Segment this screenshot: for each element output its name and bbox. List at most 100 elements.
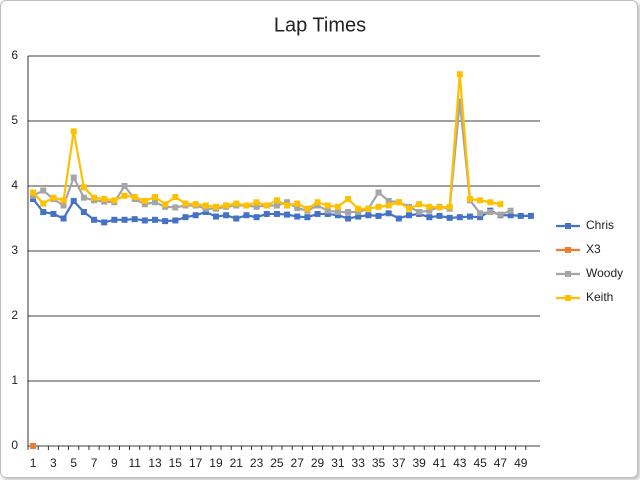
point-marker — [365, 205, 372, 212]
point-marker — [60, 197, 67, 204]
point-marker — [40, 209, 47, 215]
point-marker — [233, 200, 240, 207]
x-tick-label: 41 — [433, 456, 447, 470]
y-tick-label: 1 — [11, 373, 18, 387]
y-tick-label: 4 — [11, 178, 18, 192]
point-marker — [345, 215, 352, 222]
point-marker — [60, 202, 67, 209]
point-marker — [30, 189, 37, 196]
point-marker — [223, 202, 230, 209]
point-marker — [507, 207, 514, 214]
point-marker — [202, 205, 209, 212]
point-marker — [70, 128, 77, 135]
point-marker — [466, 213, 473, 220]
legend-marker — [565, 295, 571, 301]
point-marker — [80, 194, 87, 201]
point-marker — [284, 202, 291, 209]
legend-marker — [565, 223, 571, 229]
point-marker — [91, 216, 98, 223]
point-marker — [426, 207, 433, 214]
point-marker — [223, 212, 230, 219]
point-marker — [416, 201, 423, 208]
point-marker — [507, 212, 514, 219]
x-tick-label: 33 — [352, 456, 366, 470]
x-tick-label: 9 — [111, 456, 118, 470]
point-marker — [314, 210, 321, 217]
x-tick-label: 13 — [148, 456, 162, 470]
point-marker — [527, 212, 534, 219]
point-marker — [172, 194, 179, 201]
point-marker — [50, 210, 57, 217]
point-marker — [30, 192, 37, 199]
point-marker — [294, 213, 301, 220]
legend-marker — [565, 271, 571, 277]
point-marker — [426, 214, 433, 221]
legend-label: Woody — [586, 266, 623, 280]
x-tick-label: 17 — [189, 456, 203, 470]
point-marker — [334, 209, 341, 215]
point-marker — [141, 197, 148, 204]
point-marker — [517, 212, 524, 219]
y-tick-label: 3 — [11, 243, 18, 257]
legend-label: Keith — [586, 290, 613, 304]
point-marker — [192, 201, 199, 208]
point-marker — [487, 209, 494, 215]
x-tick-label: 39 — [412, 456, 426, 470]
legend-label: Chris — [586, 218, 614, 232]
point-marker — [355, 209, 362, 215]
point-marker — [406, 212, 412, 219]
point-marker — [182, 214, 189, 221]
point-marker — [294, 205, 301, 212]
point-marker — [355, 213, 362, 220]
point-marker — [212, 203, 219, 210]
point-marker — [121, 192, 128, 199]
point-marker — [192, 212, 199, 219]
x-tick-label: 23 — [250, 456, 264, 470]
x-tick-label: 37 — [392, 456, 406, 470]
point-marker — [446, 203, 453, 210]
point-marker — [172, 204, 179, 211]
x-tick-label: 31 — [331, 456, 345, 470]
point-marker — [487, 199, 494, 206]
x-tick-label: 11 — [128, 456, 141, 470]
point-marker — [141, 201, 148, 208]
point-marker — [446, 214, 453, 221]
point-marker — [80, 209, 87, 215]
point-marker — [141, 217, 148, 224]
point-marker — [162, 218, 169, 225]
point-marker — [182, 200, 189, 207]
x-tick-label: 45 — [473, 456, 487, 470]
x-tick-label: 19 — [209, 456, 223, 470]
point-marker — [375, 203, 382, 210]
point-marker — [243, 202, 250, 209]
point-marker — [375, 189, 382, 196]
point-marker — [101, 219, 108, 226]
point-marker — [304, 205, 311, 212]
point-marker — [111, 197, 118, 204]
point-marker — [294, 200, 301, 207]
point-marker — [334, 203, 341, 210]
point-marker — [334, 212, 341, 219]
point-marker — [263, 202, 270, 209]
point-marker — [263, 210, 270, 217]
x-tick-label: 35 — [372, 456, 386, 470]
point-marker — [284, 199, 291, 206]
point-marker — [314, 199, 321, 206]
point-marker — [30, 196, 37, 202]
point-marker — [456, 98, 463, 105]
point-marker — [152, 194, 158, 201]
x-tick-label: 5 — [70, 456, 77, 470]
point-marker — [253, 199, 260, 206]
point-marker — [324, 202, 331, 209]
x-tick-label: 3 — [50, 456, 57, 470]
point-marker — [111, 216, 118, 223]
point-marker — [70, 197, 77, 204]
point-marker — [355, 205, 362, 212]
x-tick-label: 43 — [453, 456, 467, 470]
point-marker — [121, 183, 128, 189]
point-marker — [395, 215, 402, 222]
point-marker — [497, 211, 504, 218]
x-tick-label: 29 — [311, 456, 325, 470]
